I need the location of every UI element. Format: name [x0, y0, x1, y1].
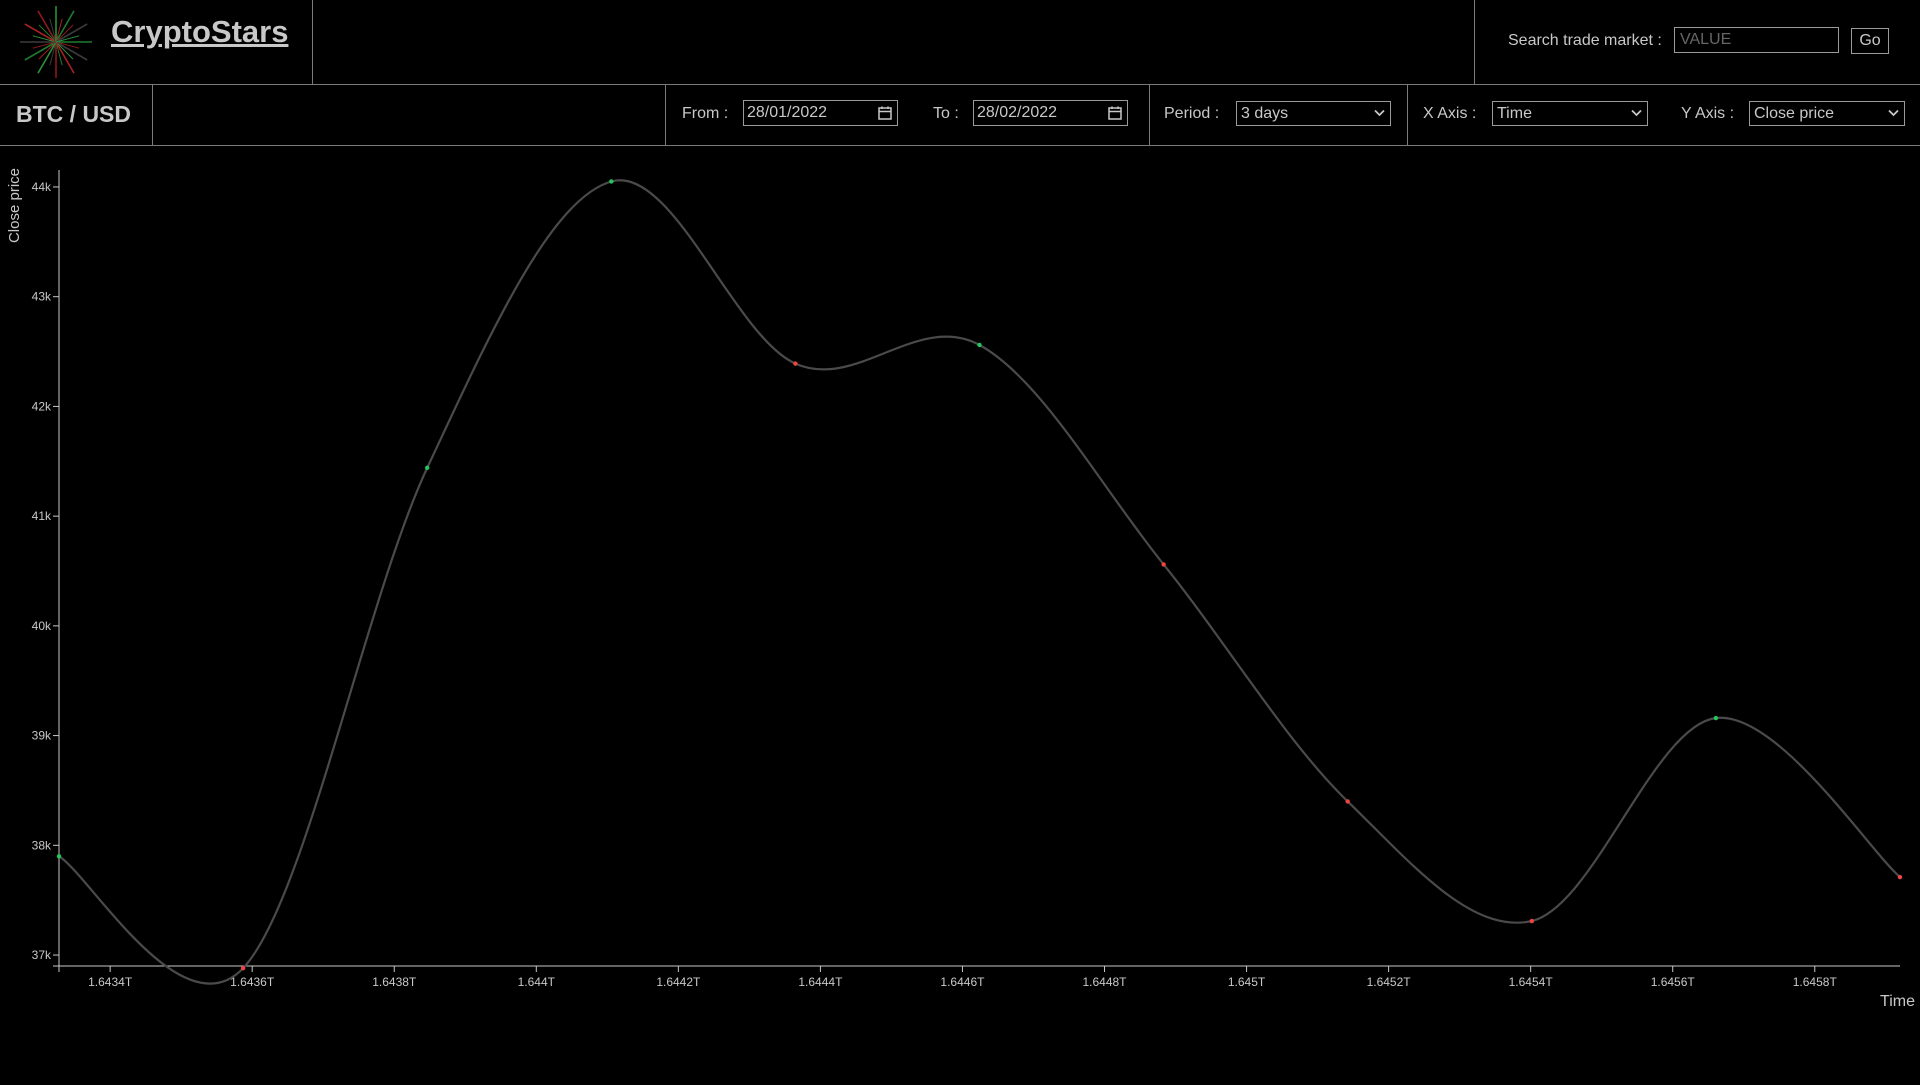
x-tick-label: 1.6442T	[656, 975, 701, 989]
data-point[interactable]	[56, 854, 62, 859]
y-tick-label: 38k	[32, 838, 52, 852]
yaxis-label: Y Axis :	[1681, 105, 1735, 122]
data-point[interactable]	[1161, 562, 1166, 567]
starburst-logo-icon	[20, 6, 92, 78]
price-chart-svg: 37k 38k 39k 40k 41k 42k 43k 44k 1.6434T 1.6436T 1.…	[6, 168, 1915, 1010]
y-axis-label: Close price	[6, 168, 23, 243]
brand-area: CryptoStars	[0, 0, 313, 84]
chevron-down-icon	[1374, 109, 1385, 117]
search-area: Search trade market : Go	[1474, 0, 1920, 84]
y-tick-label: 37k	[32, 948, 52, 962]
x-tick-label: 1.6438T	[372, 975, 417, 989]
data-point[interactable]	[977, 342, 982, 348]
axis-cell: X Axis : Time Y Axis : Close price	[1408, 85, 1920, 145]
chevron-down-icon	[1888, 109, 1899, 117]
data-point[interactable]	[1529, 918, 1535, 924]
period-select-value: 3 days	[1241, 105, 1289, 122]
from-date-value: 28/01/2022	[747, 104, 828, 121]
controls-bar: BTC / USD From : 28/01/2022 To : 28/02/2…	[0, 85, 1920, 146]
from-label: From :	[682, 105, 729, 122]
calendar-icon[interactable]	[878, 106, 892, 120]
period-cell: Period : 3 days	[1149, 85, 1408, 145]
y-tick-label: 39k	[32, 729, 52, 743]
x-tick-label: 1.6436T	[230, 975, 275, 989]
data-point[interactable]	[1897, 874, 1903, 880]
y-tick-label: 43k	[32, 290, 52, 304]
search-label: Search trade market :	[1508, 32, 1662, 49]
x-tick-label: 1.6458T	[1793, 975, 1838, 989]
y-tick-label: 44k	[32, 180, 52, 194]
y-tick-label: 41k	[32, 509, 52, 523]
xaxis-select[interactable]: Time	[1492, 101, 1648, 126]
x-tick-label: 1.6454T	[1509, 975, 1554, 989]
pair-cell: BTC / USD	[0, 85, 153, 145]
data-point[interactable]	[793, 361, 798, 366]
xaxis-label: X Axis :	[1423, 105, 1477, 122]
brand-name-link[interactable]: CryptoStars	[111, 14, 289, 49]
chevron-down-icon	[1631, 109, 1642, 117]
price-chart: 37k 38k 39k 40k 41k 42k 43k 44k 1.6434T 1.6436T 1.…	[0, 146, 1920, 1080]
x-tick-label: 1.6452T	[1367, 975, 1412, 989]
yaxis-select-value: Close price	[1754, 105, 1835, 122]
yaxis-select[interactable]: Close price	[1749, 101, 1905, 126]
data-point[interactable]	[1345, 799, 1350, 804]
x-tick-label: 1.6434T	[88, 975, 133, 989]
x-tick-label: 1.644T	[518, 975, 556, 989]
close-price-line	[58, 179, 1901, 985]
x-tick-label: 1.6448T	[1082, 975, 1127, 989]
y-tick-label: 42k	[32, 399, 52, 413]
x-tick-label: 1.6444T	[798, 975, 843, 989]
period-label: Period :	[1164, 105, 1220, 122]
y-tick-label: 40k	[32, 619, 52, 633]
data-point[interactable]	[240, 965, 246, 971]
go-button[interactable]: Go	[1851, 28, 1889, 54]
to-date-input[interactable]: 28/02/2022	[973, 100, 1128, 126]
data-point[interactable]	[425, 465, 430, 471]
date-range-cell: From : 28/01/2022 To : 28/02/2022	[665, 85, 1150, 145]
x-tick-label: 1.6446T	[940, 975, 985, 989]
data-point[interactable]	[1713, 715, 1719, 721]
x-tick-label: 1.6456T	[1651, 975, 1696, 989]
calendar-icon[interactable]	[1108, 106, 1122, 120]
search-input[interactable]	[1674, 27, 1839, 53]
from-date-input[interactable]: 28/01/2022	[743, 100, 898, 126]
pair-title: BTC / USD	[16, 101, 131, 127]
xaxis-select-value: Time	[1497, 105, 1532, 122]
top-header: CryptoStars Search trade market : Go	[0, 0, 1920, 85]
to-date-value: 28/02/2022	[977, 104, 1058, 121]
data-point[interactable]	[609, 179, 614, 184]
x-axis-label: Time	[1880, 993, 1915, 1010]
to-label: To :	[933, 105, 959, 122]
x-tick-label: 1.645T	[1228, 975, 1266, 989]
period-select[interactable]: 3 days	[1236, 101, 1391, 126]
